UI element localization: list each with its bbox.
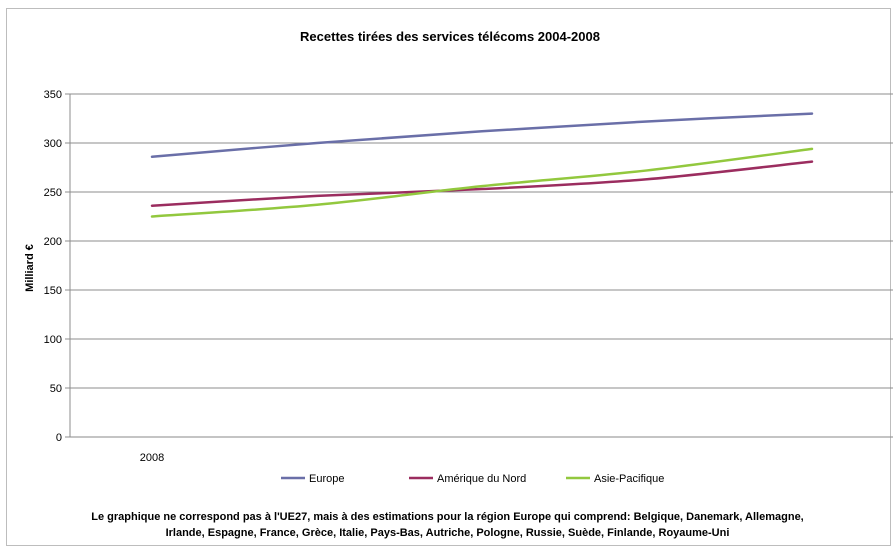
- legend: Europe Amérique du Nord Asie-Pacifique: [281, 473, 664, 485]
- footnote-line-1: Le graphique ne correspond pas à l'UE27,…: [91, 511, 804, 523]
- series-line-amerique-du-nord: [150, 160, 814, 207]
- chart-title: Recettes tirées des services télécoms 20…: [300, 29, 600, 44]
- y-axis-ticks: 0 50 100 150 200 250 300 350: [44, 89, 62, 444]
- legend-label: Amérique du Nord: [437, 473, 526, 485]
- gridlines: [65, 93, 893, 438]
- series-line-europe: [150, 112, 814, 158]
- legend-label: Europe: [309, 473, 344, 485]
- y-axis-label: Milliard €: [24, 244, 36, 292]
- y-tick-label: 50: [50, 383, 62, 395]
- y-tick-label: 200: [44, 236, 62, 248]
- series-line-asie-pacifique: [150, 147, 814, 218]
- x-tick-label: 2008: [140, 452, 164, 464]
- y-tick-label: 0: [56, 432, 62, 444]
- series-lines: [150, 112, 814, 218]
- chart-frame: [6, 8, 891, 546]
- x-axis-ticks: 2008: [140, 452, 164, 464]
- y-tick-label: 350: [44, 89, 62, 101]
- y-tick-label: 300: [44, 138, 62, 150]
- y-tick-label: 150: [44, 285, 62, 297]
- y-tick-label: 250: [44, 187, 62, 199]
- legend-label: Asie-Pacifique: [594, 473, 664, 485]
- footnote-line-2: Irlande, Espagne, France, Grèce, Italie,…: [165, 527, 730, 539]
- y-tick-label: 100: [44, 334, 62, 346]
